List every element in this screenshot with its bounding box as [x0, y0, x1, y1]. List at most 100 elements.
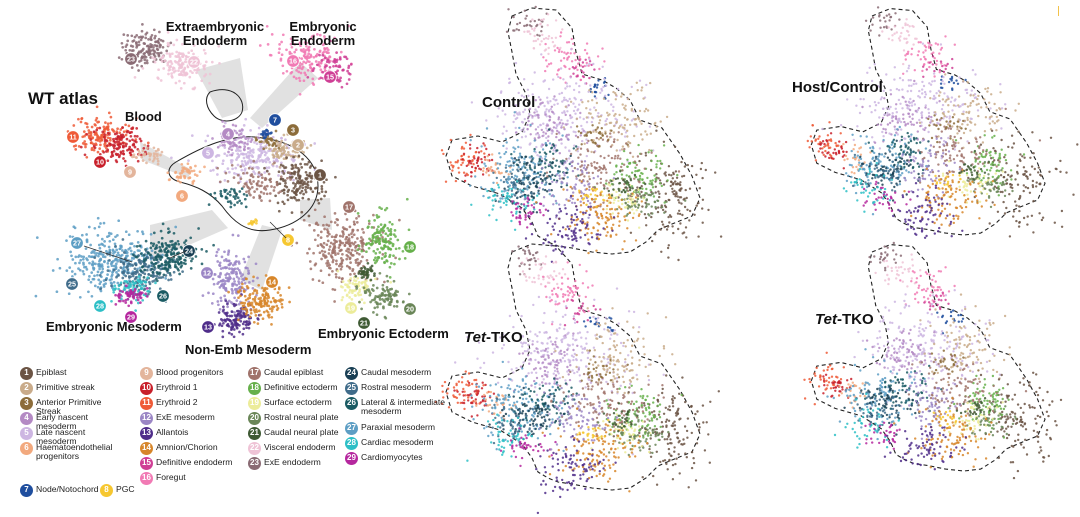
legend-item-14: 14 Amnion/Chorion: [140, 442, 218, 455]
legend-number-badge: 19: [248, 397, 261, 410]
connector-wedge-4: [240, 225, 282, 290]
legend-number-badge: 9: [140, 367, 153, 380]
cluster-badge-12: 12: [200, 266, 214, 280]
cell-cluster-3: [563, 298, 602, 327]
cluster-badge-22: 22: [187, 55, 201, 69]
cell-cluster-25: [932, 410, 958, 428]
svg-text:10: 10: [96, 158, 104, 167]
cell-cluster-27: [602, 402, 639, 433]
legend-label: Rostral neural plate: [264, 412, 339, 422]
legend-label: Cardiomyocytes: [361, 452, 423, 462]
cell-cluster-21: [510, 196, 548, 229]
legend-item-7: 7 Node/Notochord: [20, 484, 99, 497]
cell-cluster-18: [843, 381, 924, 436]
cluster-haemato: [166, 162, 206, 185]
extraembryonic-endoderm-label: Extraembryonic Endoderm: [165, 19, 265, 48]
cluster-badge-16: 16: [286, 54, 300, 68]
legend-item-18: 18 Definitive ectoderm: [248, 382, 338, 395]
legend-item-22: 22 Visceral endoderm: [248, 442, 336, 455]
legend-item-15: 15 Definitive endoderm: [140, 457, 232, 470]
cell-cluster-4: [936, 309, 965, 335]
legend-item-25: 25 Rostral mesoderm: [345, 382, 431, 395]
legend-number-badge: 25: [345, 382, 358, 395]
cluster-aps: [254, 129, 281, 151]
legend-item-6: 6 Haematoendothelial progenitors: [20, 442, 124, 462]
legend-item-4: 4 Early nascent mesoderm: [20, 412, 124, 432]
cluster-badge-25: 25: [65, 277, 79, 291]
cell-cluster-17: [611, 178, 687, 217]
svg-text:4: 4: [226, 130, 230, 139]
cluster-amnion: [227, 274, 291, 326]
legend-label: Paraxial mesoderm: [361, 422, 436, 432]
cluster-badge-3: 3: [286, 123, 300, 137]
cluster-badge-13: 13: [201, 320, 215, 334]
cell-cluster-3: [923, 291, 950, 311]
cluster-badge-24: 24: [182, 244, 196, 258]
cluster-rostral-np: [355, 271, 411, 320]
cell-cluster-17: [597, 413, 670, 457]
cell-cluster-19: [855, 387, 901, 431]
cell-cluster-7: [861, 79, 942, 144]
legend-number-badge: 5: [20, 427, 33, 440]
legend-item-1: 1 Epiblast: [20, 367, 67, 380]
tet-tko-label-left: Tet-TKO: [464, 329, 523, 346]
tet-tko-umap-right: [803, 241, 1063, 480]
cluster-badge-4: 4: [221, 127, 235, 141]
connector-wedge-3: [150, 210, 228, 262]
legend-number-badge: 26: [345, 397, 358, 410]
cell-cluster-0: [511, 245, 543, 276]
svg-text:22: 22: [190, 58, 198, 67]
cluster-badge-10: 10: [93, 155, 107, 169]
legend-number-badge: 27: [345, 422, 358, 435]
cell-cluster-21: [864, 421, 901, 450]
outline-ve: [206, 89, 244, 122]
svg-text:18: 18: [406, 243, 414, 252]
cluster-badge-20: 20: [403, 302, 417, 316]
svg-text:23: 23: [127, 55, 135, 64]
legend-label: Erythroid 1: [156, 382, 198, 392]
cluster-epiblast: [258, 154, 337, 218]
dashed-outline: [810, 244, 1046, 472]
cell-cluster-1: [881, 18, 918, 66]
embryonic-endoderm-label: Embryonic Endoderm: [289, 19, 357, 48]
cell-cluster-0: [868, 241, 903, 272]
svg-text:7: 7: [273, 116, 277, 125]
svg-text:28: 28: [96, 302, 104, 311]
cluster-badge-23: 23: [124, 52, 138, 66]
cell-cluster-13: [967, 129, 1079, 238]
cell-cluster-5: [454, 287, 665, 456]
legend-item-12: 12 ExE mesoderm: [140, 412, 215, 425]
cluster-pgc: [247, 218, 258, 226]
cell-cluster-20: [466, 413, 534, 462]
legend-item-24: 24 Caudal mesoderm: [345, 367, 431, 380]
cell-cluster-3: [922, 55, 954, 79]
svg-text:16: 16: [289, 57, 297, 66]
svg-text:5: 5: [206, 149, 210, 158]
cell-cluster-25: [934, 173, 962, 191]
legend-label: Amnion/Chorion: [156, 442, 218, 452]
legend-number-badge: 20: [248, 412, 261, 425]
cluster-badge-9: 9: [123, 165, 137, 179]
legend-item-2: 2 Primitive streak: [20, 382, 95, 395]
cluster-badge-19: 19: [344, 301, 358, 315]
svg-text:12: 12: [203, 269, 211, 278]
cell-cluster-23: [893, 397, 993, 469]
legend-label: Erythroid 2: [156, 397, 198, 407]
legend-item-26: 26 Lateral & intermediate mesoderm: [345, 397, 449, 417]
leader-line-0: [83, 245, 133, 263]
legend-label: PGC: [116, 484, 135, 494]
cluster-badge-29: 29: [124, 310, 138, 324]
legend-item-10: 10 Erythroid 1: [140, 382, 198, 395]
cell-cluster-5: [853, 289, 1002, 409]
cell-cluster-7: [865, 328, 936, 375]
cell-cluster-23: [541, 407, 649, 493]
cell-cluster-8: [434, 370, 490, 411]
legend-number-badge: 12: [140, 412, 153, 425]
cell-cluster-9: [819, 132, 848, 170]
svg-text:20: 20: [406, 305, 414, 314]
cell-cluster-27: [603, 170, 647, 197]
svg-text:11: 11: [69, 133, 77, 142]
cell-cluster-20: [833, 392, 900, 449]
cell-cluster-12: [867, 131, 931, 177]
